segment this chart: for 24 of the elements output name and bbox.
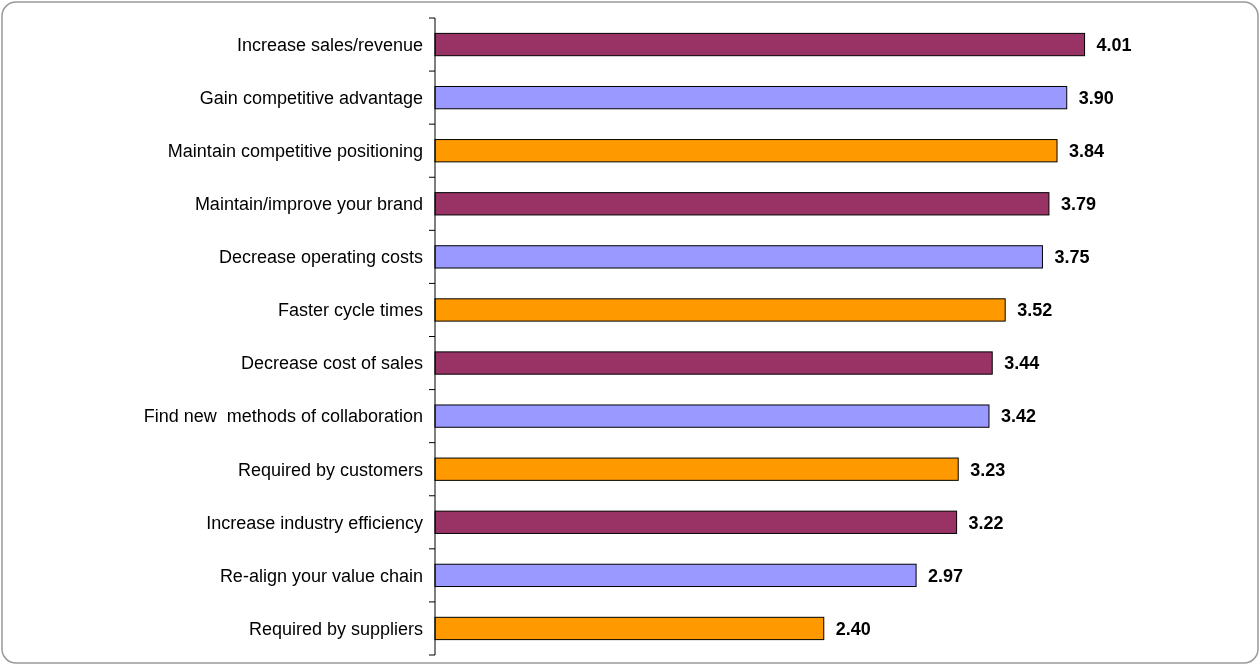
y-tick-label: Increase industry efficiency (206, 512, 423, 533)
y-tick-label: Required by suppliers (248, 618, 423, 639)
y-tick-label: Maintain competitive positioning (167, 141, 423, 162)
y-tick-label: Maintain/improve your brand (194, 194, 423, 215)
y-tick-label: Decrease cost of sales (240, 353, 423, 374)
y-tick-label: Find new methods of collaboration (143, 406, 423, 427)
y-tick-label: Faster cycle times (277, 300, 423, 321)
data-label: 3.22 (968, 512, 1004, 533)
data-label: 3.42 (1000, 406, 1037, 427)
y-tick-label: Required by customers (237, 459, 423, 480)
data-label: 3.44 (1004, 353, 1040, 374)
data-label: 3.75 (1054, 247, 1090, 268)
data-label: 2.40 (835, 618, 871, 639)
y-tick-label: Re-align your value chain (219, 565, 423, 586)
y-tick-label: Increase sales/revenue (236, 34, 423, 55)
data-label: 3.90 (1078, 87, 1114, 108)
y-tick-label: Gain competitive advantage (199, 87, 423, 108)
data-label: 3.79 (1060, 194, 1096, 215)
data-label: 3.23 (970, 459, 1006, 480)
data-label: 2.97 (928, 565, 964, 586)
data-label: 3.52 (1017, 300, 1053, 321)
data-label: 4.01 (1096, 34, 1132, 55)
data-label: 3.84 (1069, 141, 1105, 162)
y-tick-label: Decrease operating costs (218, 247, 423, 268)
